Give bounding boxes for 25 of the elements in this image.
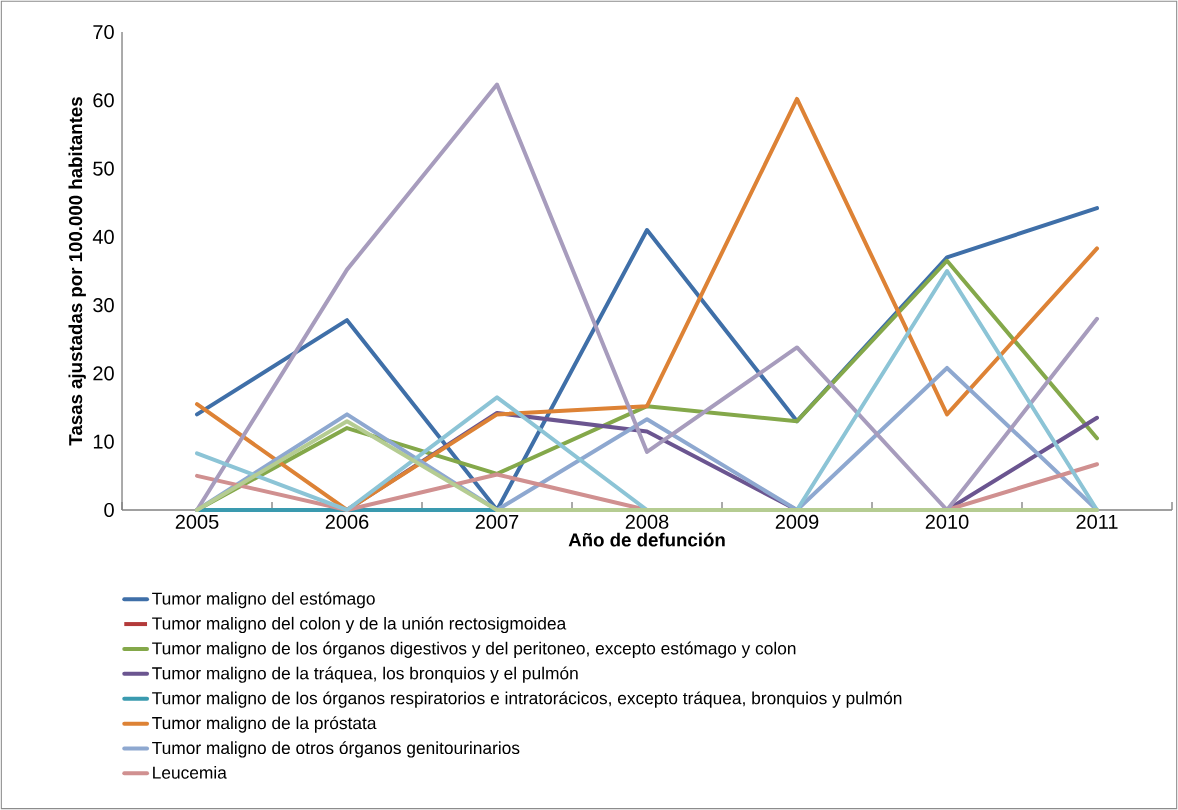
y-tick-label: 20 (93, 366, 114, 381)
legend-label: Tumor maligno de otros órganos genitourinarios (152, 741, 520, 758)
x-tick-label: 2006 (325, 514, 369, 529)
legend-label: Tumor maligno de los órganos respiratorios e intratorácicos, excepto tráquea, bronquios y pulmón (152, 691, 902, 708)
legend-label: Tumor maligno de la próstata (152, 716, 377, 733)
legend-label: Leucemia (153, 766, 227, 779)
x-tick-label: 2010 (925, 514, 969, 529)
x-tick-label: 2008 (625, 514, 669, 529)
x-tick-label: 2011 (1076, 514, 1118, 529)
y-axis-title: Tasas ajustadas por 100.000 habitantes (68, 97, 86, 446)
x-axis-title: Año de defunción (568, 532, 725, 547)
y-tick-label: 30 (93, 298, 114, 313)
y-tick-label: 60 (93, 93, 114, 108)
y-tick-label: 0 (104, 502, 114, 518)
x-tick-label: 2007 (475, 514, 519, 529)
y-tick-label: 10 (93, 434, 114, 449)
legend-label: Tumor maligno de la tráquea, los bronquios y el pulmón (152, 666, 578, 683)
y-tick-label: 70 (93, 24, 114, 40)
x-tick-label: 2005 (175, 514, 219, 529)
legend-label: Tumor maligno de los órganos digestivos y del peritoneo, excepto estómago y colon (152, 641, 796, 658)
legend-label: Tumor maligno del colon y de la unión rectosigmoidea (152, 616, 567, 634)
x-tick-label: 2009 (775, 514, 819, 529)
y-tick-label: 40 (92, 229, 114, 244)
legend-label: Tumor maligno del estómago (152, 591, 375, 609)
y-tick-label: 50 (93, 161, 114, 176)
